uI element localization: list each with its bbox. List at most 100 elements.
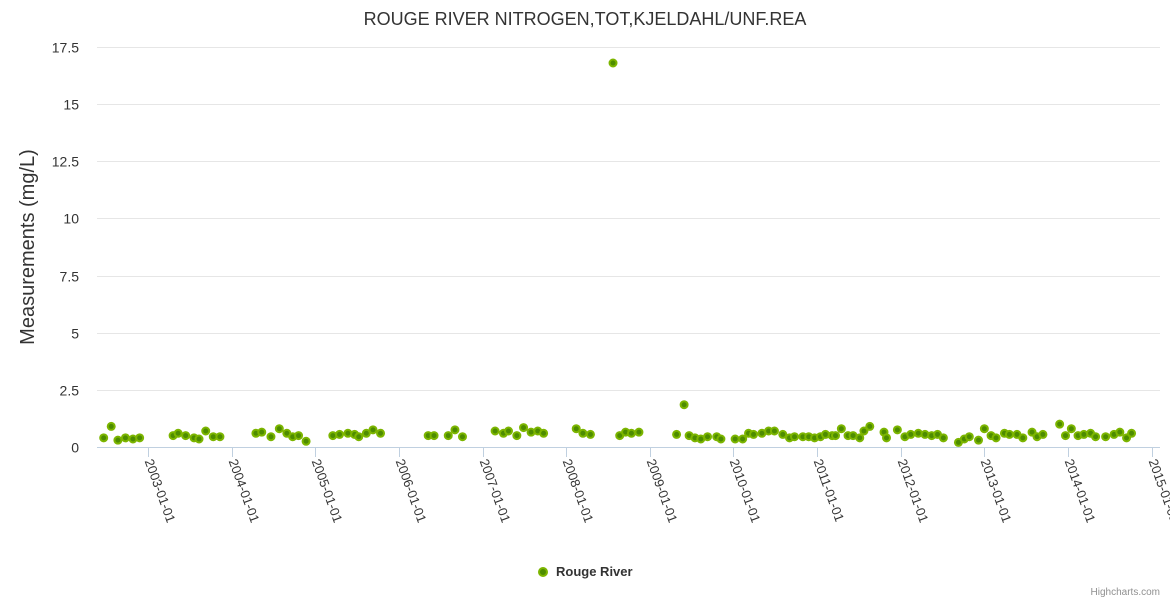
data-point[interactable] <box>429 431 439 441</box>
data-point[interactable] <box>1055 419 1065 429</box>
data-point[interactable] <box>301 436 311 446</box>
data-point[interactable] <box>266 432 276 442</box>
y-tick-label: 12.5 <box>52 154 79 170</box>
series-rouge-river <box>99 58 1137 447</box>
data-point[interactable] <box>135 433 145 443</box>
data-point[interactable] <box>457 432 467 442</box>
data-point[interactable] <box>181 431 191 441</box>
data-point[interactable] <box>257 427 267 437</box>
data-point[interactable] <box>1091 432 1101 442</box>
data-point[interactable] <box>991 433 1001 443</box>
x-tick-label: 2005-01-01 <box>309 457 346 525</box>
data-point[interactable] <box>703 432 713 442</box>
x-tick-label: 2006-01-01 <box>393 457 430 525</box>
y-tick-label: 0 <box>71 440 79 456</box>
data-point[interactable] <box>836 424 846 434</box>
y-axis-ticks: 0 2.5 5 7.5 10 12.5 15 17.5 <box>52 40 79 456</box>
x-tick-label: 2009-01-01 <box>644 457 681 525</box>
x-tick-label: 2011-01-01 <box>811 457 848 524</box>
data-point[interactable] <box>294 431 304 441</box>
legend-label: Rouge River <box>556 564 633 579</box>
credits-link[interactable]: Highcharts.com <box>1091 587 1160 598</box>
data-point[interactable] <box>490 426 500 436</box>
data-point[interactable] <box>585 429 595 439</box>
y-tick-label: 17.5 <box>52 40 79 56</box>
data-point[interactable] <box>1060 431 1070 441</box>
data-point[interactable] <box>368 425 378 435</box>
data-point[interactable] <box>571 424 581 434</box>
data-point[interactable] <box>512 431 522 441</box>
data-point[interactable] <box>106 421 116 431</box>
data-point[interactable] <box>679 400 689 410</box>
data-point[interactable] <box>1101 432 1111 442</box>
data-point[interactable] <box>859 426 869 436</box>
data-point[interactable] <box>194 434 204 444</box>
x-tick-label: 2003-01-01 <box>142 457 179 525</box>
data-point[interactable] <box>964 432 974 442</box>
y-tick-label: 15 <box>63 97 79 113</box>
data-point[interactable] <box>855 433 865 443</box>
data-point[interactable] <box>778 429 788 439</box>
data-point[interactable] <box>503 426 513 436</box>
data-point[interactable] <box>215 432 225 442</box>
data-point[interactable] <box>1004 429 1014 439</box>
data-point[interactable] <box>608 58 618 68</box>
data-point[interactable] <box>730 434 740 444</box>
y-tick-label: 2.5 <box>60 383 80 399</box>
x-axis-ticks: 2003-01-01 2004-01-01 2005-01-01 2006-01-01… <box>142 447 1170 525</box>
data-point[interactable] <box>1066 424 1076 434</box>
data-point[interactable] <box>830 431 840 441</box>
data-point[interactable] <box>354 432 364 442</box>
data-point[interactable] <box>716 434 726 444</box>
chart-title: ROUGE RIVER NITROGEN,TOT,KJELDAHL/UNF.RE… <box>364 9 807 29</box>
y-tick-label: 5 <box>71 326 79 342</box>
data-point[interactable] <box>1115 427 1125 437</box>
data-point[interactable] <box>113 435 123 445</box>
data-point[interactable] <box>99 433 109 443</box>
x-tick-label: 2013-01-01 <box>978 457 1015 525</box>
data-point[interactable] <box>892 425 902 435</box>
data-point[interactable] <box>634 427 644 437</box>
data-point[interactable] <box>626 428 636 438</box>
data-point[interactable] <box>335 429 345 439</box>
data-point[interactable] <box>749 429 759 439</box>
x-tick-label: 2007-01-01 <box>477 457 514 525</box>
data-point[interactable] <box>376 428 386 438</box>
x-tick-label: 2010-01-01 <box>727 457 764 525</box>
x-tick-label: 2015-01-01 <box>1146 457 1170 525</box>
legend-item-rouge-river[interactable]: Rouge River <box>538 564 633 579</box>
legend-marker-icon <box>538 567 548 577</box>
data-point[interactable] <box>578 428 588 438</box>
x-tick-label: 2008-01-01 <box>560 457 597 525</box>
data-point[interactable] <box>906 429 916 439</box>
data-point[interactable] <box>790 432 800 442</box>
data-point[interactable] <box>539 428 549 438</box>
data-point[interactable] <box>173 428 183 438</box>
y-tick-label: 7.5 <box>60 269 80 285</box>
data-point[interactable] <box>274 424 284 434</box>
data-point[interactable] <box>882 433 892 443</box>
data-point[interactable] <box>769 426 779 436</box>
data-point[interactable] <box>120 433 130 443</box>
data-point[interactable] <box>974 435 984 445</box>
data-point[interactable] <box>361 428 371 438</box>
data-point[interactable] <box>938 433 948 443</box>
y-axis-label: Measurements (mg/L) <box>17 149 39 345</box>
x-tick-label: 2014-01-01 <box>1062 457 1099 525</box>
data-point[interactable] <box>1018 433 1028 443</box>
x-tick-label: 2012-01-01 <box>895 457 932 525</box>
data-point[interactable] <box>979 424 989 434</box>
y-tick-label: 10 <box>63 211 79 227</box>
data-point[interactable] <box>1127 428 1137 438</box>
data-point[interactable] <box>672 429 682 439</box>
gridlines <box>97 47 1160 391</box>
data-point[interactable] <box>450 425 460 435</box>
x-tick-label: 2004-01-01 <box>226 457 263 525</box>
data-point[interactable] <box>519 423 529 433</box>
data-point[interactable] <box>1038 429 1048 439</box>
data-point[interactable] <box>201 426 211 436</box>
data-point[interactable] <box>738 434 748 444</box>
data-point[interactable] <box>443 431 453 441</box>
data-point[interactable] <box>865 421 875 431</box>
